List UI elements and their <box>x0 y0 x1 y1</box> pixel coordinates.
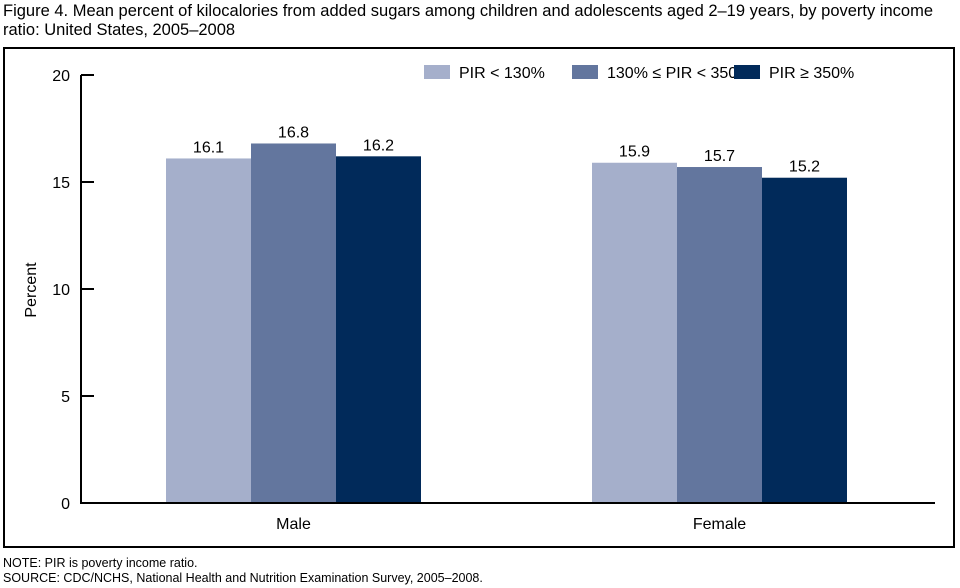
x-tick-label: Female <box>693 516 746 533</box>
y-axis: 0 5 10 15 20 <box>52 68 94 513</box>
data-label: 16.8 <box>278 124 309 141</box>
legend-label: PIR ≥ 350% <box>769 65 854 82</box>
legend-label: 130% ≤ PIR < 350% <box>607 65 751 82</box>
bar <box>592 162 677 504</box>
legend-swatch <box>734 65 760 79</box>
legend-label: PIR < 130% <box>459 65 545 82</box>
bar <box>336 156 421 503</box>
x-axis: Male Female <box>81 502 935 533</box>
bar <box>677 167 762 503</box>
bar <box>251 143 336 504</box>
y-tick-label: 20 <box>52 68 70 85</box>
legend: PIR < 130% 130% ≤ PIR < 350% PIR ≥ 350% <box>424 65 854 82</box>
footnote: NOTE: PIR is poverty income ratio. <box>3 556 198 570</box>
y-tick-label: 5 <box>61 389 70 406</box>
data-label: 16.1 <box>193 139 224 156</box>
data-label: 15.9 <box>619 144 650 161</box>
y-tick-label: 0 <box>61 496 70 513</box>
figure-title: Figure 4. Mean percent of kilocalories f… <box>3 2 934 39</box>
data-label: 15.2 <box>789 159 820 176</box>
x-tick-label: Male <box>276 516 311 533</box>
bar <box>762 177 847 503</box>
legend-swatch <box>572 65 598 79</box>
source-note: SOURCE: CDC/NCHS, National Health and Nu… <box>3 571 483 585</box>
bar <box>166 158 251 503</box>
data-label: 15.7 <box>704 148 735 165</box>
y-tick-label: 10 <box>52 282 70 299</box>
bars: 16.1 16.8 16.2 15.9 15.7 15.2 <box>166 124 847 504</box>
data-label: 16.2 <box>363 137 394 154</box>
y-tick-label: 15 <box>52 175 70 192</box>
legend-swatch <box>424 65 450 79</box>
chart-frame <box>3 47 955 548</box>
y-axis-label: Percent <box>23 262 40 318</box>
